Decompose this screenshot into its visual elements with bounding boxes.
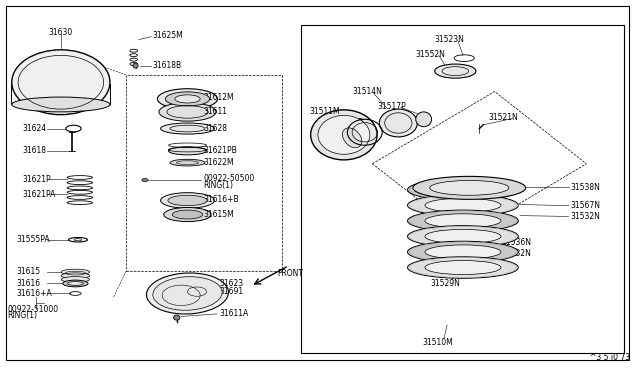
Ellipse shape [164,208,211,222]
Text: 31552N: 31552N [415,50,445,59]
Ellipse shape [429,180,509,195]
Text: 31618: 31618 [23,146,47,155]
Ellipse shape [61,273,90,279]
Text: RING(1): RING(1) [204,181,234,190]
Text: 31536N: 31536N [501,238,531,247]
Text: 31521N: 31521N [488,113,518,122]
Ellipse shape [147,273,228,314]
Ellipse shape [310,110,377,160]
Ellipse shape [408,241,518,263]
Ellipse shape [435,64,476,78]
Ellipse shape [342,128,362,148]
Text: 31510M: 31510M [422,338,453,347]
Text: 31514N: 31514N [352,87,382,96]
Text: FRONT: FRONT [277,269,303,278]
Text: 31616+A: 31616+A [17,289,52,298]
Bar [301,25,625,353]
Ellipse shape [142,179,148,182]
Ellipse shape [157,89,218,109]
Ellipse shape [408,210,518,232]
Text: 31621PB: 31621PB [204,146,237,155]
Ellipse shape [61,277,90,282]
Ellipse shape [175,95,200,103]
Ellipse shape [63,280,88,287]
Text: 00922-51000: 00922-51000 [7,305,58,314]
Ellipse shape [159,103,216,121]
Ellipse shape [413,176,525,199]
Ellipse shape [425,260,501,275]
Text: 31532N: 31532N [571,212,600,221]
Ellipse shape [408,179,518,201]
Ellipse shape [425,245,501,259]
Text: 31555PA: 31555PA [17,235,50,244]
Ellipse shape [318,115,370,154]
Ellipse shape [153,277,222,310]
Ellipse shape [425,183,501,197]
Text: 31611A: 31611A [219,310,248,318]
Ellipse shape [12,97,110,112]
Ellipse shape [425,230,501,243]
Ellipse shape [408,257,518,278]
Text: 31691: 31691 [219,287,243,296]
Ellipse shape [170,159,205,166]
Text: 31624: 31624 [23,124,47,133]
Text: 31536N: 31536N [468,264,498,273]
Ellipse shape [425,214,501,228]
Text: 31616: 31616 [17,279,41,288]
Ellipse shape [416,112,431,127]
Ellipse shape [161,193,214,208]
Ellipse shape [173,315,180,320]
Ellipse shape [172,210,203,219]
Ellipse shape [168,195,207,206]
Text: 31621P: 31621P [23,175,51,184]
Text: 31625M: 31625M [153,31,184,41]
Ellipse shape [133,63,138,68]
Text: 31616+B: 31616+B [204,195,239,204]
Text: RING(1): RING(1) [7,311,37,320]
Text: 31618B: 31618B [153,61,182,70]
Text: 31630: 31630 [48,28,72,37]
Text: 31612M: 31612M [204,93,234,102]
Text: 31623: 31623 [219,279,243,288]
Ellipse shape [12,50,110,115]
Text: 31532N: 31532N [501,249,531,258]
Text: 31516P: 31516P [334,119,363,128]
Ellipse shape [165,92,210,106]
Ellipse shape [408,226,518,247]
Ellipse shape [425,198,501,212]
Text: 31523N: 31523N [435,35,464,44]
Text: 31628: 31628 [204,124,227,133]
Text: 31517P: 31517P [378,102,406,111]
Ellipse shape [161,123,214,134]
Ellipse shape [380,109,417,137]
Text: ^3 5 i0 73: ^3 5 i0 73 [589,353,630,362]
Ellipse shape [168,147,207,155]
Text: 31615M: 31615M [204,210,234,219]
Text: 31621PA: 31621PA [23,190,56,199]
Text: 00922-50500: 00922-50500 [204,174,255,183]
Text: 31529N: 31529N [430,279,460,288]
Text: 31611: 31611 [204,107,227,116]
Text: 31622M: 31622M [204,158,234,167]
Text: 31538N: 31538N [571,183,600,192]
Ellipse shape [408,195,518,216]
Ellipse shape [67,282,83,285]
Text: 31567N: 31567N [571,201,600,210]
Ellipse shape [61,269,90,275]
Text: 31511M: 31511M [309,108,340,116]
Text: 31615: 31615 [17,267,41,276]
